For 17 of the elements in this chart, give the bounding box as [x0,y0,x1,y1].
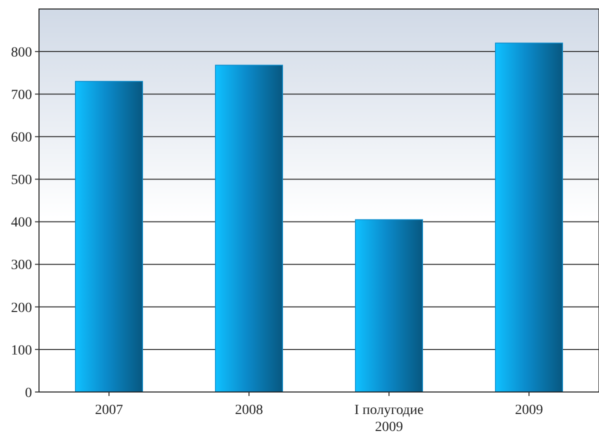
y-tick-label: 100 [11,343,32,358]
x-tick-label: I полугодие 2009 [354,403,424,435]
bar [495,42,563,392]
y-tick-label: 600 [11,130,32,146]
x-tick-label: 2007 [95,403,123,418]
y-tick-label: 800 [11,45,32,60]
bar [75,80,143,392]
y-tick-label: 700 [11,88,32,104]
bar [355,219,423,392]
y-tick-label: 500 [11,173,32,188]
bar [215,64,283,392]
y-tick-label: 0 [25,386,32,401]
x-tick-label: 2008 [235,403,263,418]
y-tick-label: 400 [11,216,32,231]
y-tick-label: 300 [11,258,32,274]
x-tick-label: 2009 [515,403,543,418]
y-tick-label: 200 [11,300,32,316]
